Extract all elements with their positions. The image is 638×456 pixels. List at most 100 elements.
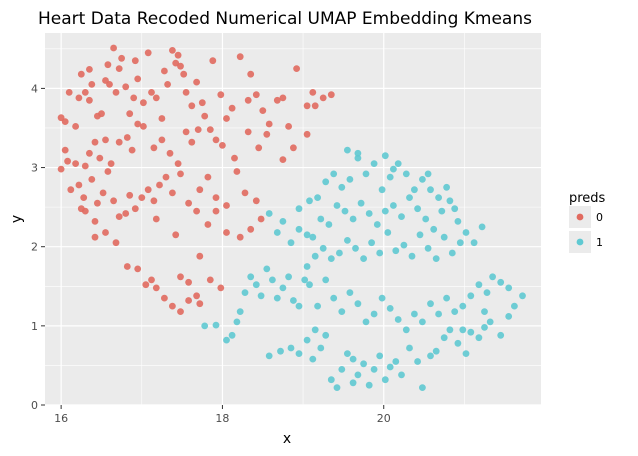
data-point-cluster-0 [177,308,184,315]
data-point-cluster-0 [158,136,166,144]
data-point-cluster-1 [273,229,281,236]
data-point-cluster-1 [419,384,426,391]
legend-key-0 [576,213,584,221]
legend-key-1 [576,238,584,246]
data-point-cluster-1 [443,294,450,302]
data-point-cluster-0 [158,115,166,122]
data-point-cluster-0 [122,210,130,217]
data-point-cluster-1 [309,233,317,241]
data-point-cluster-0 [144,49,152,57]
x-tick-label: 18 [215,412,229,425]
data-point-cluster-1 [411,310,418,318]
data-point-cluster-1 [322,178,330,186]
data-point-cluster-1 [295,302,303,310]
data-point-cluster-0 [75,181,83,189]
data-point-cluster-1 [341,207,349,215]
data-point-cluster-1 [354,149,362,157]
data-point-cluster-0 [91,233,99,241]
data-point-cluster-0 [134,265,142,273]
data-point-cluster-1 [233,318,241,326]
data-point-cluster-0 [161,67,168,75]
data-point-cluster-1 [265,352,273,360]
data-point-cluster-0 [57,165,65,173]
data-point-cluster-0 [104,168,112,175]
data-point-cluster-0 [138,194,146,202]
data-point-cluster-1 [505,284,513,292]
data-point-cluster-1 [269,276,276,284]
data-point-cluster-0 [177,273,184,281]
data-point-cluster-1 [448,249,456,257]
data-point-cluster-1 [344,237,351,244]
data-point-cluster-1 [333,384,341,391]
data-point-cluster-1 [384,229,392,236]
data-point-cluster-1 [440,334,448,342]
data-point-cluster-0 [134,120,142,128]
data-point-cluster-0 [169,189,176,197]
data-point-cluster-0 [223,115,230,122]
data-point-cluster-1 [346,176,354,183]
data-point-cluster-0 [148,276,155,284]
data-point-cluster-0 [206,276,214,284]
data-point-cluster-1 [467,292,475,300]
data-point-cluster-0 [193,207,201,215]
data-point-cluster-1 [376,352,384,360]
data-point-cluster-0 [148,89,155,96]
data-point-cluster-1 [263,265,271,273]
data-point-cluster-0 [309,89,317,96]
data-point-cluster-0 [99,189,107,197]
data-point-cluster-0 [255,144,263,152]
data-point-cluster-0 [81,162,89,170]
data-point-cluster-1 [314,302,321,310]
data-point-cluster-0 [303,130,311,138]
data-point-cluster-1 [311,326,319,334]
data-point-cluster-1 [416,231,424,239]
data-point-cluster-1 [470,239,478,247]
data-point-cluster-1 [306,197,313,205]
data-point-cluster-0 [91,138,99,146]
data-point-cluster-0 [164,81,172,88]
data-point-cluster-1 [497,331,505,339]
data-point-cluster-1 [376,249,384,257]
data-point-cluster-0 [206,126,214,133]
data-point-cluster-0 [150,144,158,152]
data-point-cluster-1 [378,186,386,194]
data-point-cluster-0 [182,89,190,96]
data-point-cluster-0 [144,186,152,194]
data-point-cluster-1 [467,328,475,336]
data-point-cluster-1 [241,289,249,296]
data-point-cluster-0 [247,225,255,233]
data-point-cluster-1 [481,308,488,315]
data-point-cluster-0 [128,146,136,154]
data-point-cluster-1 [414,205,421,213]
data-point-cluster-0 [166,149,174,157]
data-point-cluster-1 [370,366,378,373]
data-point-cluster-0 [96,154,104,162]
data-point-cluster-1 [419,176,426,183]
data-point-cluster-0 [172,59,180,67]
data-point-cluster-1 [344,146,351,154]
data-point-cluster-0 [115,65,123,72]
data-point-cluster-1 [354,300,362,308]
data-point-cluster-0 [188,138,196,146]
data-point-cluster-0 [174,51,182,59]
data-point-cluster-1 [349,215,357,223]
data-point-cluster-1 [346,289,354,296]
data-point-cluster-0 [204,173,212,181]
y-tick-label: 0 [31,399,38,412]
data-point-cluster-1 [344,350,351,357]
data-point-cluster-0 [174,160,182,168]
data-point-cluster-1 [483,289,491,296]
data-point-cluster-1 [290,297,297,304]
data-point-cluster-0 [123,263,131,270]
data-point-cluster-0 [228,104,236,112]
data-point-cluster-0 [152,284,160,292]
data-point-cluster-0 [169,302,176,310]
legend-title: preds [569,191,606,206]
data-point-cluster-0 [161,294,168,302]
data-point-cluster-1 [419,318,426,326]
data-point-cluster-0 [131,57,139,65]
data-point-cluster-0 [303,102,311,110]
data-point-cluster-0 [263,130,271,138]
data-point-cluster-0 [279,94,287,102]
y-tick-label: 4 [31,82,38,95]
